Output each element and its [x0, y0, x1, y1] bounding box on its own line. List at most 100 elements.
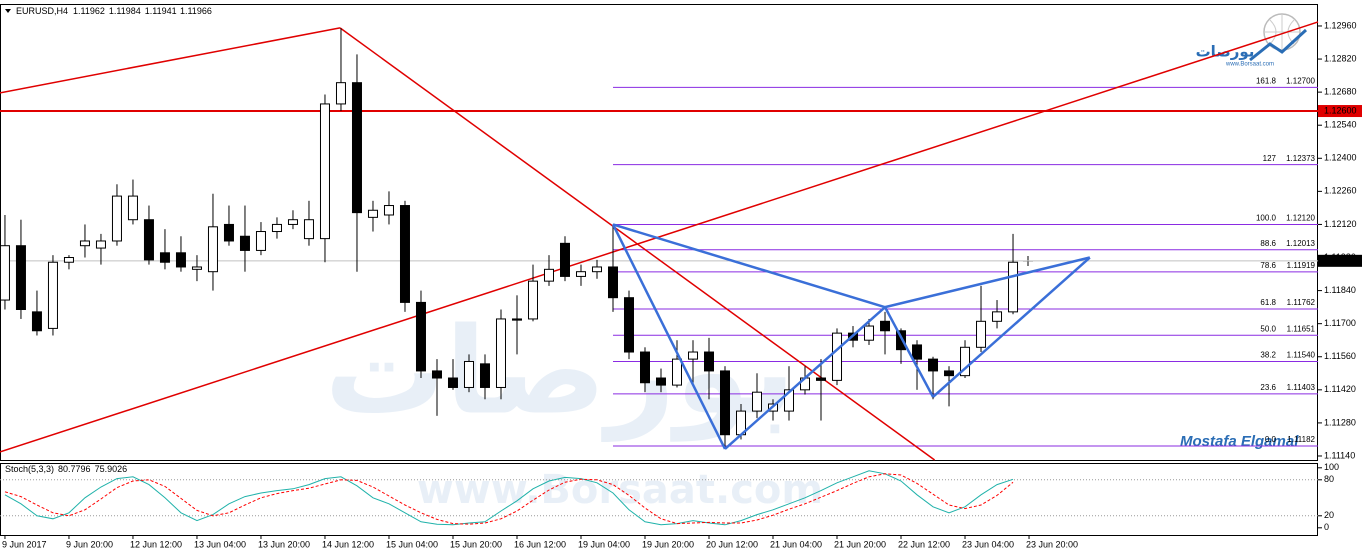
stoch-line	[4, 473, 1014, 525]
pattern-line	[883, 306, 935, 398]
header-close: 1.11966	[180, 6, 212, 16]
watermark-logo: بورصات	[325, 303, 796, 442]
stoch-frame	[0, 463, 1318, 536]
x-tick-label: 12 Jun 12:00	[130, 539, 182, 549]
candle-body	[415, 301, 426, 372]
candle-body	[880, 320, 891, 332]
header-open: 1.11962	[73, 6, 105, 16]
candle-body	[1008, 261, 1019, 313]
chart-header: EURUSD,H4 1.11962 1.11984 1.11941 1.11966	[16, 6, 212, 16]
hline-price-box	[1318, 105, 1362, 118]
candle-body	[704, 351, 715, 372]
current-price-box	[1318, 254, 1362, 267]
candle-body	[399, 205, 410, 303]
current-price-label: 1.11966	[1324, 255, 1356, 265]
fib-ratio: 50.0	[1260, 324, 1276, 333]
trendline	[0, 21, 1319, 453]
fib-ratio: 23.6	[1260, 383, 1276, 392]
hline-price-label: 1.12600	[1324, 105, 1357, 115]
fib-ratio: 161.8	[1256, 77, 1277, 86]
logo-arrow	[1249, 28, 1308, 62]
stoch-y-tick-label: 0	[1324, 522, 1329, 532]
stoch-header: Stoch(5,3,3) 80.7796 75.9026	[5, 464, 127, 474]
fib-ratio: 127	[1263, 154, 1277, 163]
y-tick-label: 1.12820	[1324, 53, 1357, 63]
candle-body	[784, 389, 795, 412]
candle-body	[127, 195, 138, 221]
x-tick-label: 14 Jun 12:00	[322, 539, 374, 549]
candle-body	[15, 245, 26, 310]
main-frame	[0, 4, 1318, 461]
stoch-line	[4, 470, 1014, 526]
candle-body	[928, 358, 939, 372]
candle-body	[255, 231, 266, 251]
y-tick-label: 1.12960	[1324, 20, 1357, 30]
candle-body	[303, 219, 314, 240]
candle-body	[639, 351, 650, 384]
x-tick-label: 19 Jun 04:00	[578, 539, 630, 549]
candle-body	[543, 268, 554, 282]
candle-body	[223, 223, 234, 242]
fib-price: 1.11762	[1287, 298, 1316, 307]
candle-body	[431, 370, 442, 379]
candle-body	[720, 370, 731, 436]
candle-body	[31, 311, 42, 332]
stoch-d: 75.9026	[95, 464, 128, 474]
candle-body	[463, 360, 474, 388]
x-tick-label: 16 Jun 12:00	[514, 539, 566, 549]
candle-body	[864, 325, 875, 341]
pattern-line	[612, 223, 886, 309]
stoch-y-tick-label: 100	[1324, 462, 1339, 472]
y-tick-label: 1.11140	[1324, 450, 1355, 460]
fib-ratio: 88.6	[1260, 239, 1276, 248]
fib-ratio: 78.6	[1260, 261, 1276, 270]
candle-body	[559, 242, 570, 277]
candle-body	[287, 219, 298, 225]
pattern-line	[932, 256, 1091, 398]
candle-body	[319, 103, 330, 240]
stoch-name: Stoch(5,3,3)	[5, 464, 54, 474]
candle-body	[591, 266, 602, 273]
candle-body	[191, 266, 202, 270]
candle-body	[239, 235, 250, 251]
candle-body	[832, 332, 843, 381]
candle-body	[143, 219, 154, 261]
candle-body	[656, 377, 667, 386]
candle-body	[351, 82, 362, 214]
symbol: EURUSD,H4	[16, 6, 68, 16]
x-tick-label: 23 Jun 04:00	[962, 539, 1014, 549]
fib-ratio: 100.0	[1256, 214, 1277, 223]
stoch-y-tick-label: 80	[1324, 474, 1334, 484]
candle-body	[575, 271, 586, 277]
candle-body	[688, 351, 699, 360]
candle-body	[207, 226, 218, 273]
y-tick-label: 1.11840	[1324, 285, 1356, 295]
fib-price: 1.11403	[1287, 383, 1316, 392]
candle-body	[479, 363, 490, 388]
candle-body	[896, 330, 907, 351]
logo-url: www.Borsaat.com	[1225, 62, 1274, 68]
candle-body	[527, 280, 538, 320]
candle-body	[607, 266, 618, 299]
candle-body	[944, 370, 955, 377]
candle-body	[383, 205, 394, 216]
candle-body	[816, 377, 827, 381]
candle-body	[912, 344, 923, 360]
x-tick-label: 22 Jun 12:00	[898, 539, 950, 549]
fib-price: 1.11540	[1287, 351, 1316, 360]
y-tick-label: 1.11420	[1324, 384, 1356, 394]
candle-body	[992, 311, 1003, 322]
fib-price: 1.11182	[1287, 435, 1315, 444]
candle-body	[79, 240, 90, 247]
trendline	[0, 27, 341, 94]
candle-body	[47, 261, 58, 329]
y-tick-label: 1.11280	[1324, 417, 1356, 427]
y-tick-label: 1.11700	[1324, 318, 1356, 328]
candle-body	[175, 252, 186, 268]
watermark-url: www.Borsaat.com	[417, 467, 823, 513]
stoch-y-tick-label: 20	[1324, 510, 1334, 520]
fib-ratio: 0.0	[1265, 435, 1277, 444]
header-high: 1.11984	[109, 6, 141, 16]
